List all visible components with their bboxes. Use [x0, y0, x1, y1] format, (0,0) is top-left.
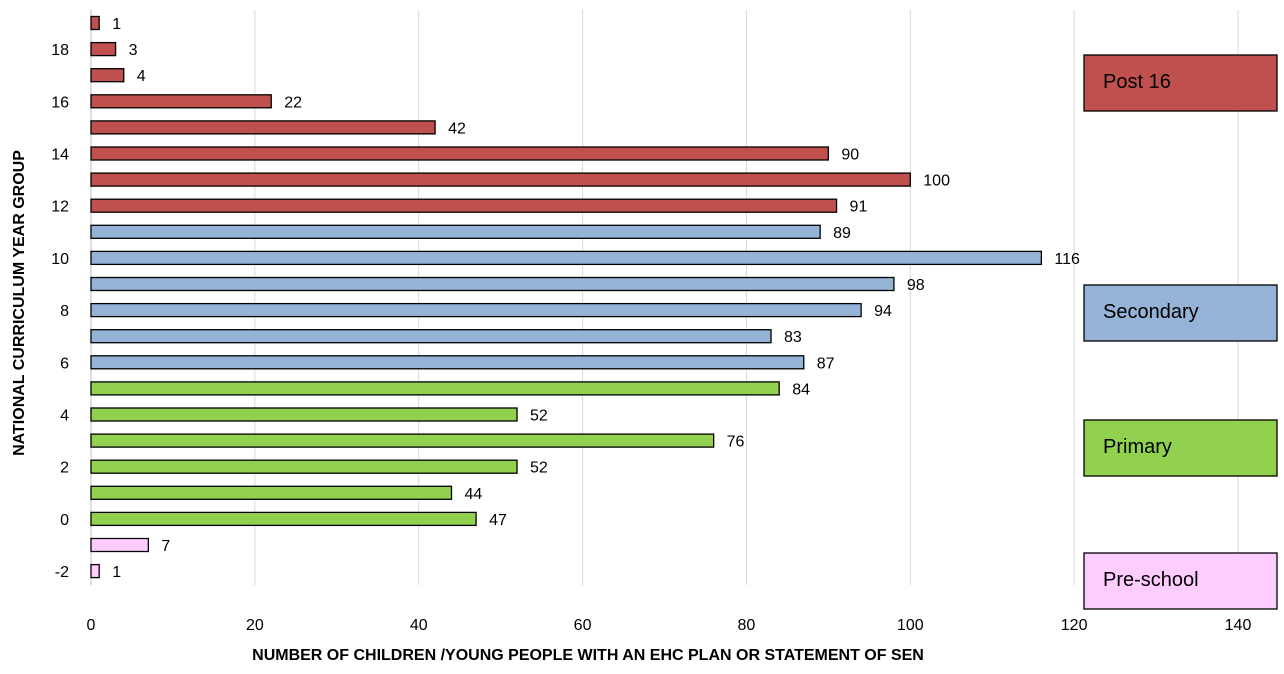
data-label: 87 [817, 355, 835, 372]
data-label: 52 [530, 460, 548, 477]
x-tick-label: 80 [738, 617, 756, 634]
y-tick-label: 18 [51, 42, 69, 59]
legend-swatch [1083, 419, 1278, 477]
bar-year-12 [90, 198, 838, 213]
x-tick-labels: 0 20 40 60 80 100 120 140 [87, 617, 1252, 634]
y-tick-label: 6 [60, 355, 69, 372]
data-label: 22 [284, 94, 302, 111]
y-tick-label: -2 [55, 564, 69, 581]
y-tick-label: 2 [60, 460, 69, 477]
data-label: 94 [874, 303, 892, 320]
legend-swatch [1083, 284, 1278, 342]
bar-year-16 [90, 94, 272, 109]
legend-label: Post 16 [1103, 71, 1171, 93]
legend-label: Secondary [1103, 301, 1199, 323]
y-tick-label: 12 [51, 199, 69, 216]
bar-year-19 [90, 15, 100, 31]
data-label: 44 [464, 486, 482, 503]
bar-year-15 [90, 120, 436, 135]
x-tick-label: 20 [246, 617, 264, 634]
y-tick-labels: 18 16 14 12 10 8 6 4 2 0 -2 [51, 42, 69, 581]
legend-item: Pre-school [1083, 552, 1278, 610]
data-label: 3 [129, 42, 138, 59]
bar-year-14 [90, 146, 830, 161]
data-label: 4 [137, 68, 146, 85]
x-tick-label: 60 [574, 617, 592, 634]
bar-year-11 [90, 224, 821, 239]
y-tick-label: 4 [60, 408, 69, 425]
y-axis-title: NATIONAL CURRICULUM YEAR GROUP [11, 150, 28, 456]
bar-year--1 [90, 537, 149, 553]
data-label: 83 [784, 329, 802, 346]
data-label: 89 [833, 225, 851, 242]
x-tick-label: 120 [1061, 617, 1088, 634]
legend-item: Secondary [1083, 284, 1278, 342]
data-label: 91 [850, 199, 868, 216]
legend-swatch [1083, 552, 1278, 610]
bar-year-3 [90, 433, 715, 448]
y-tick-label: 16 [51, 94, 69, 111]
y-tick-label: 0 [60, 512, 69, 529]
bars [90, 15, 1043, 579]
bar-year-5 [90, 381, 780, 396]
data-label: 42 [448, 120, 466, 137]
legend-label: Primary [1103, 436, 1172, 458]
x-tick-label: 100 [897, 617, 924, 634]
data-label: 7 [161, 538, 170, 555]
data-label: 1 [112, 564, 121, 581]
legend-swatch [1083, 54, 1278, 112]
bar-year-18 [90, 41, 117, 57]
data-label: 47 [489, 512, 507, 529]
bar-year-0 [90, 511, 477, 527]
y-tick-label: 10 [51, 251, 69, 268]
bar-year-4 [90, 407, 518, 422]
x-tick-label: 40 [410, 617, 428, 634]
bar-year-10 [90, 250, 1043, 266]
data-label: 52 [530, 408, 548, 425]
data-label: 1 [112, 16, 121, 33]
x-tick-label: 140 [1225, 617, 1252, 634]
legend-item: Primary [1083, 419, 1278, 477]
bar-year-13 [90, 172, 911, 187]
data-label: 84 [792, 381, 810, 398]
y-tick-label: 14 [51, 147, 69, 164]
bar-year-1 [90, 485, 453, 500]
data-label: 76 [727, 434, 745, 451]
data-label: 90 [841, 147, 859, 164]
data-label: 116 [1054, 251, 1080, 268]
x-axis-title: NUMBER OF CHILDREN /YOUNG PEOPLE WITH AN… [252, 647, 924, 664]
y-tick-label: 8 [60, 303, 69, 320]
legend: Post 16 Secondary Primary Pre-school [1083, 54, 1278, 610]
bar-year--2 [90, 563, 100, 579]
data-label: 98 [907, 277, 925, 294]
x-tick-label: 0 [87, 617, 96, 634]
bar-year-6 [90, 355, 805, 370]
bar-year-17 [90, 68, 125, 83]
data-labels: 1342242901009189116989483878452765244477… [112, 16, 1080, 581]
legend-label: Pre-school [1103, 569, 1199, 591]
bar-year-8 [90, 302, 862, 318]
bar-year-7 [90, 329, 772, 344]
data-label: 100 [923, 173, 950, 190]
bar-year-9 [90, 276, 895, 292]
legend-item: Post 16 [1083, 54, 1278, 112]
bar-year-2 [90, 459, 518, 474]
